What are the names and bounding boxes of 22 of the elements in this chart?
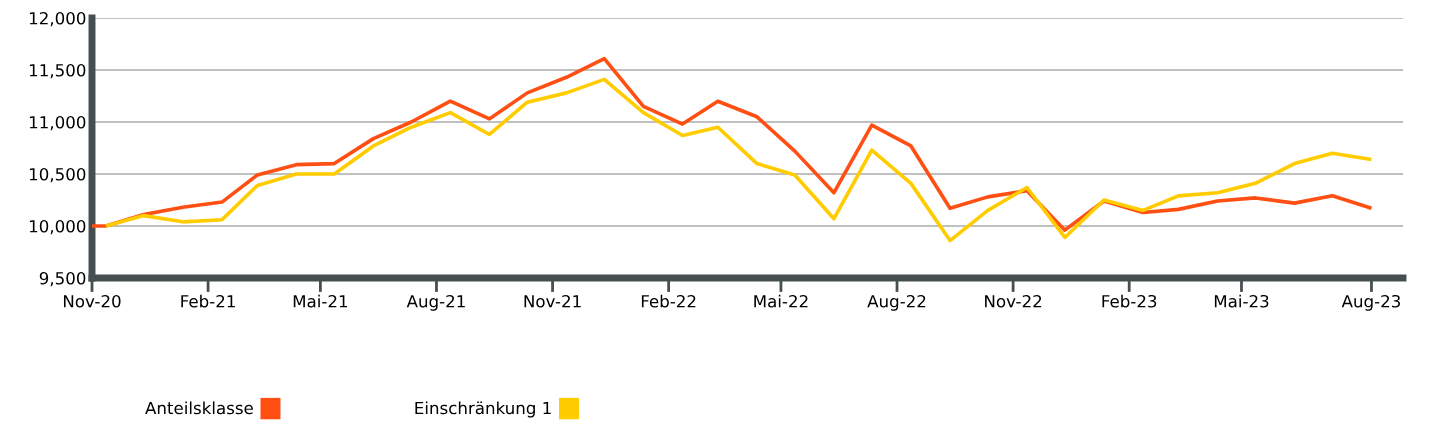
x-tick-label: Feb-23 (1102, 294, 1157, 308)
legend-label: Anteilsklasse (145, 401, 253, 415)
x-tick-label: Nov-21 (524, 294, 581, 308)
y-tick-label: 11,500 (29, 63, 86, 79)
x-tick-label: Nov-20 (63, 294, 121, 308)
line-series (104, 77, 1374, 243)
x-tick-label: Nov-22 (985, 294, 1042, 308)
x-tick-label: Aug-21 (406, 294, 465, 311)
y-tick-label: 11,000 (29, 115, 86, 131)
x-tick-label: Feb-21 (181, 294, 235, 308)
y-tick-label: 9,500 (39, 271, 86, 287)
x-tick-label: Aug-23 (1341, 294, 1400, 311)
x-tick-label: Mai-21 (293, 294, 348, 308)
y-tick-label: 12,000 (29, 11, 86, 27)
x-tick-label: Feb-22 (641, 294, 696, 308)
y-tick-label: 10,000 (29, 219, 86, 235)
x-tick-label: Mai-23 (1214, 294, 1269, 308)
y-tick-label: 10,500 (29, 167, 86, 183)
x-tick-label: Aug-22 (867, 294, 926, 311)
x-tick-label: Mai-22 (754, 294, 808, 308)
legend-label: Einschränkung 1 (415, 401, 551, 418)
line-series (92, 56, 1374, 232)
